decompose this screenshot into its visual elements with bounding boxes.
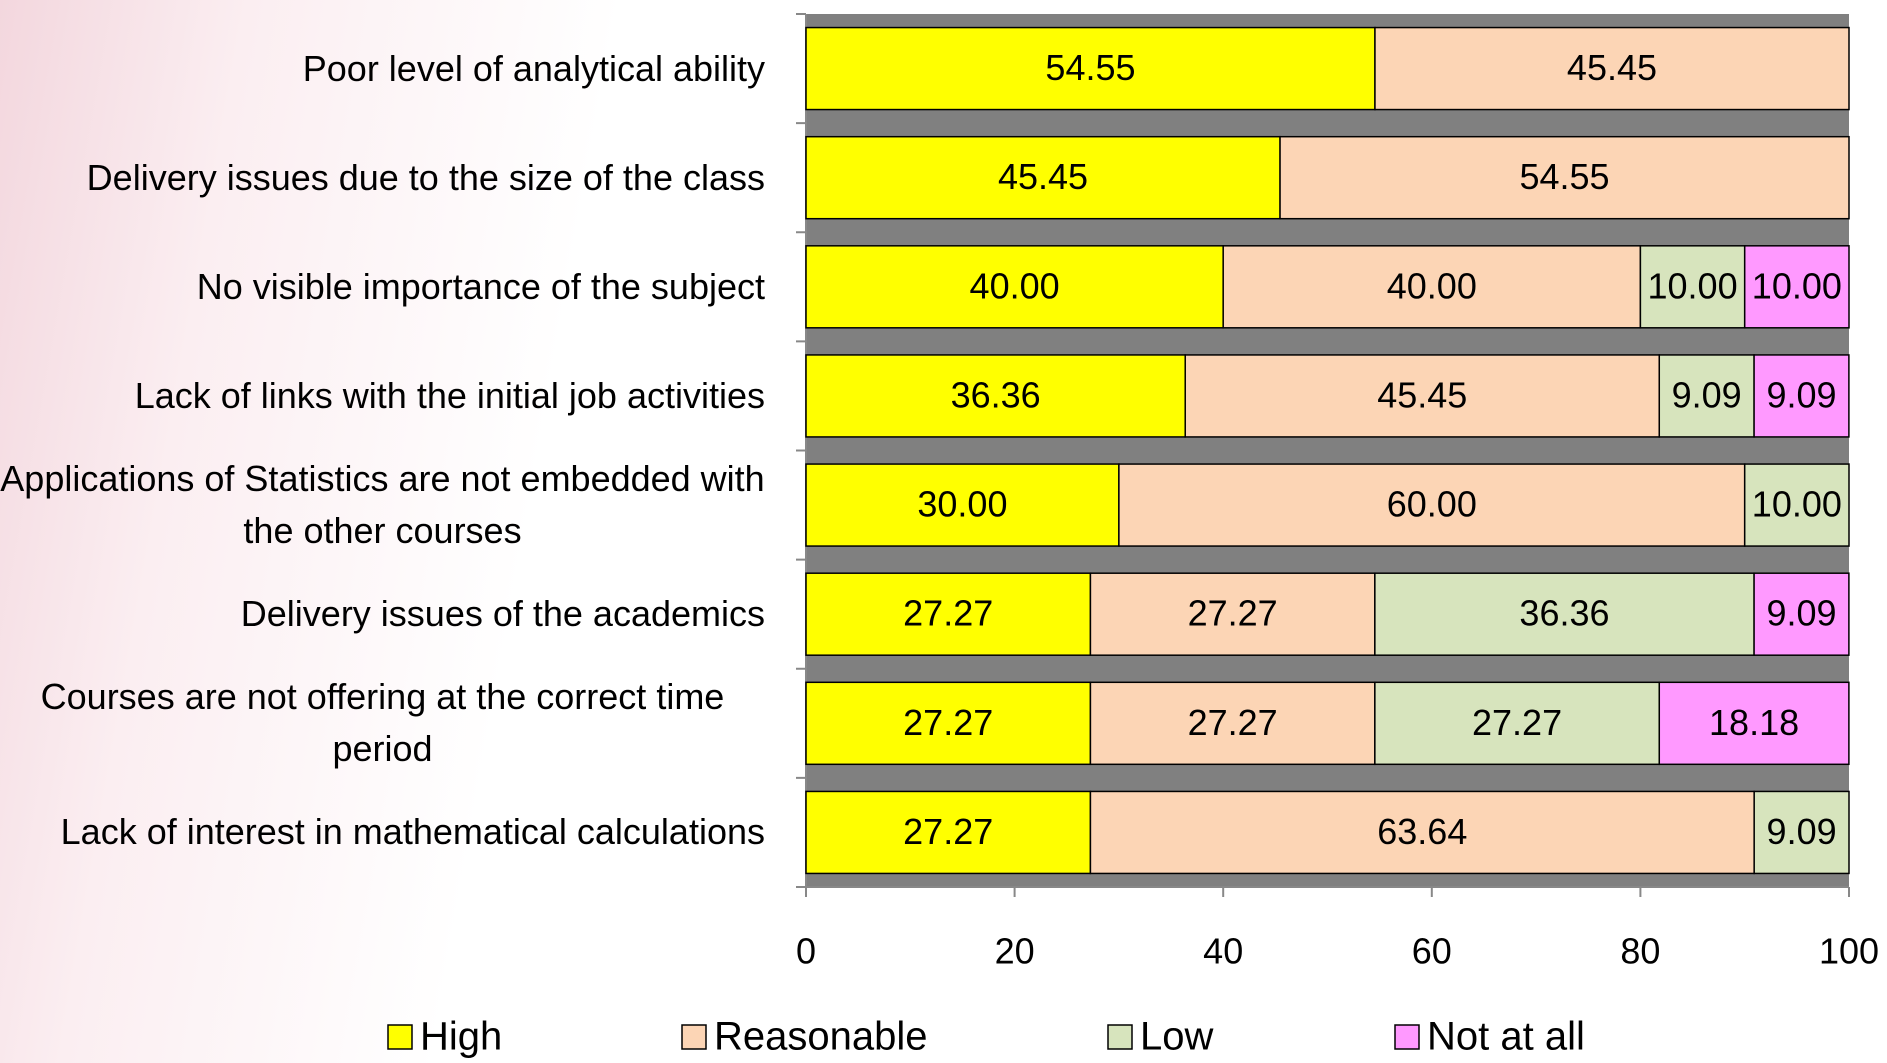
data-label: 54.55 (1519, 156, 1609, 197)
legend-swatch (1395, 1025, 1419, 1049)
data-label: 27.27 (1472, 702, 1562, 743)
data-label: 18.18 (1709, 702, 1799, 743)
data-label: 63.64 (1377, 811, 1467, 852)
x-tick-label: 100 (1819, 931, 1879, 972)
data-label: 36.36 (1519, 593, 1609, 634)
data-label: 27.27 (1188, 593, 1278, 634)
data-label: 40.00 (1387, 265, 1477, 306)
x-tick-label: 80 (1620, 931, 1660, 972)
data-label: 45.45 (1567, 47, 1657, 88)
data-label: 45.45 (1377, 374, 1467, 415)
x-tick-label: 40 (1203, 931, 1243, 972)
data-label: 60.00 (1387, 484, 1477, 525)
category-label: Poor level of analytical ability (0, 9, 765, 129)
data-label: 10.00 (1752, 265, 1842, 306)
data-label: 10.00 (1752, 484, 1842, 525)
category-label: No visible importance of the subject (0, 227, 765, 347)
data-label: 9.09 (1767, 811, 1837, 852)
data-label: 10.00 (1648, 265, 1738, 306)
legend-swatch (388, 1025, 412, 1049)
data-label: 45.45 (998, 156, 1088, 197)
category-label: Delivery issues due to the size of the c… (0, 118, 765, 238)
category-text: Applications of Statistics are not embed… (0, 453, 765, 557)
data-label: 9.09 (1672, 374, 1742, 415)
data-label: 40.00 (970, 265, 1060, 306)
legend-label: Reasonable (714, 1015, 928, 1059)
chart: 0 20 40 60 80 100 54.55 45.45 45.45 54.55 40.00 40.… (0, 0, 1887, 1063)
category-label: Delivery issues of the academics (0, 554, 765, 674)
x-tick-label: 60 (1412, 931, 1452, 972)
legend-label: High (420, 1015, 502, 1059)
category-text: Courses are not offering at the correct … (0, 671, 765, 775)
x-tick-label: 0 (796, 931, 816, 972)
data-label: 27.27 (903, 593, 993, 634)
category-text: Lack of links with the initial job activ… (135, 370, 765, 422)
data-label: 30.00 (917, 484, 1007, 525)
legend-swatch (682, 1025, 706, 1049)
category-text: Poor level of analytical ability (303, 43, 765, 95)
category-label: Courses are not offering at the correct … (0, 663, 765, 783)
legend-label: Not at all (1427, 1015, 1585, 1059)
data-label: 27.27 (1188, 702, 1278, 743)
legend-label: Low (1140, 1015, 1213, 1059)
category-label: Lack of interest in mathematical calcula… (0, 772, 765, 892)
data-label: 36.36 (951, 374, 1041, 415)
category-text: Delivery issues due to the size of the c… (87, 152, 765, 204)
data-label: 54.55 (1045, 47, 1135, 88)
legend-swatch (1108, 1025, 1132, 1049)
data-label: 27.27 (903, 811, 993, 852)
category-text: Delivery issues of the academics (241, 588, 765, 640)
category-label: Lack of links with the initial job activ… (0, 336, 765, 456)
data-label: 9.09 (1766, 593, 1836, 634)
data-label: 27.27 (903, 702, 993, 743)
category-label: Applications of Statistics are not embed… (0, 445, 765, 565)
category-text: Lack of interest in mathematical calcula… (61, 806, 765, 858)
x-tick-label: 20 (995, 931, 1035, 972)
category-text: No visible importance of the subject (197, 261, 765, 313)
data-label: 9.09 (1766, 374, 1836, 415)
